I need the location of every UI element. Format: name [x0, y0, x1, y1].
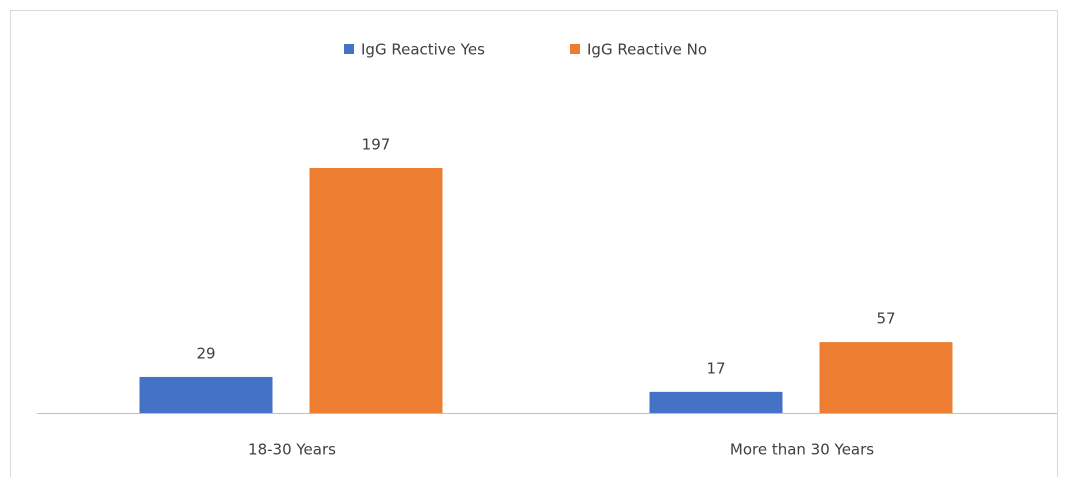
legend-swatch	[570, 44, 580, 54]
bar	[139, 376, 273, 413]
bar	[819, 342, 953, 413]
legend-label: IgG Reactive No	[587, 41, 707, 59]
bar	[309, 168, 443, 413]
data-label: 197	[362, 136, 391, 154]
data-label: 17	[706, 359, 725, 377]
bar	[649, 391, 783, 413]
x-tick-label: More than 30 Years	[730, 441, 874, 459]
data-label: 29	[196, 344, 215, 362]
x-tick-label: 18-30 Years	[248, 441, 336, 459]
data-label: 57	[876, 310, 895, 328]
legend-swatch	[344, 44, 354, 54]
legend-label: IgG Reactive Yes	[361, 41, 485, 59]
